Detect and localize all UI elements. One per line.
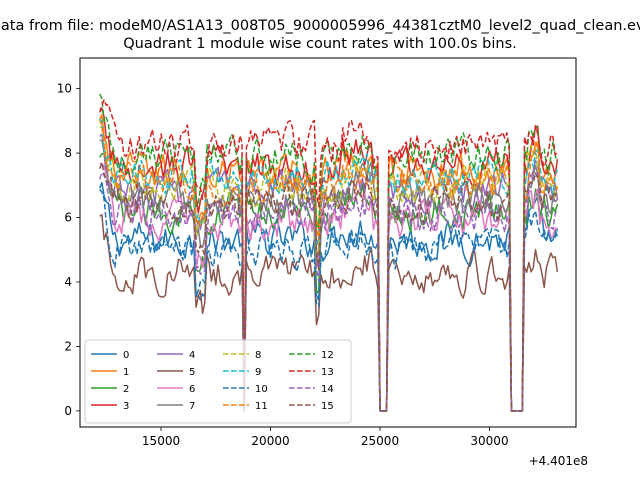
y-tick-label: 0 [64, 404, 72, 418]
legend-label-0: 0 [123, 350, 129, 361]
legend-label-4: 4 [189, 350, 195, 361]
y-tick-label: 2 [64, 339, 72, 353]
y-tick-label: 8 [64, 146, 72, 160]
series-line-6 [99, 162, 558, 412]
legend-label-9: 9 [255, 367, 261, 378]
chart-title: Quadrant 1 module wise count rates with … [123, 36, 517, 52]
series-line-3 [99, 107, 559, 412]
figure-suptitle: Data from file: modeM0/AS1A13_008T05_900… [0, 18, 640, 34]
legend-label-10: 10 [255, 384, 268, 395]
y-tick-label: 10 [57, 82, 72, 96]
x-tick-label: 20000 [251, 434, 289, 448]
legend-label-7: 7 [189, 401, 195, 412]
x-tick-label: 25000 [361, 434, 399, 448]
legend-label-8: 8 [255, 350, 261, 361]
series-line-10 [99, 188, 559, 412]
legend-label-3: 3 [123, 401, 129, 412]
legend-label-6: 6 [189, 384, 195, 395]
series-line-11 [99, 120, 559, 412]
legend-label-5: 5 [189, 367, 195, 378]
legend-label-2: 2 [123, 384, 129, 395]
y-tick-label: 6 [64, 211, 72, 225]
series-line-15 [98, 162, 559, 412]
axes-frame [79, 57, 577, 428]
legend-label-15: 15 [321, 401, 334, 412]
x-tick-label: 15000 [142, 434, 180, 448]
legend-label-11: 11 [255, 401, 268, 412]
legend-label-13: 13 [321, 367, 334, 378]
legend-label-14: 14 [321, 384, 334, 395]
legend-label-12: 12 [321, 350, 334, 361]
legend-label-1: 1 [123, 367, 129, 378]
legend-box [84, 339, 352, 424]
series-line-14 [98, 171, 558, 412]
series-line-5 [99, 214, 559, 412]
x-tick-label: 30000 [470, 434, 508, 448]
series-line-8 [99, 125, 559, 412]
series-lines [98, 93, 559, 412]
series-line-13 [98, 99, 558, 412]
y-tick-label: 4 [64, 275, 72, 289]
x-offset-text: +4.401e8 [529, 454, 588, 468]
